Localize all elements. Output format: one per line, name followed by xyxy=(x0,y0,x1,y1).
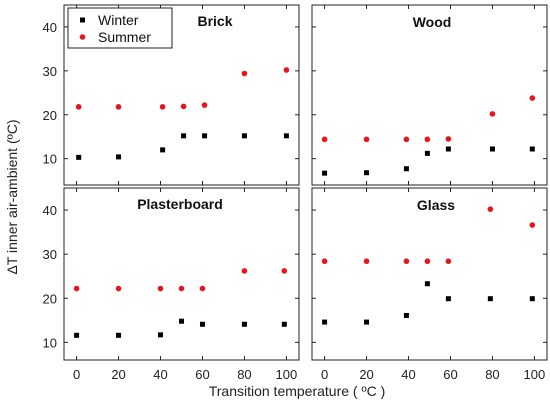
point-summer xyxy=(321,136,328,143)
y-tick-label: 40 xyxy=(43,203,57,218)
legend-label-winter: Winter xyxy=(98,12,139,28)
legend-box xyxy=(67,7,173,49)
legend-marker-winter xyxy=(80,17,85,23)
y-tick-label: 30 xyxy=(43,64,57,79)
point-summer xyxy=(363,258,370,265)
point-winter xyxy=(76,154,82,160)
point-summer xyxy=(403,136,410,143)
y-tick-label: 10 xyxy=(43,335,57,350)
panel-plasterboard: 10 20 30 40 0 20 40 60 80 100 Plasterboard xyxy=(43,187,300,382)
point-summer xyxy=(73,285,80,292)
panel-title: Wood xyxy=(413,14,452,30)
point-summer xyxy=(115,285,122,292)
point-winter xyxy=(74,332,80,338)
point-summer xyxy=(445,258,452,265)
x-tick-label: 0 xyxy=(73,367,80,382)
point-winter xyxy=(160,147,166,153)
point-summer xyxy=(529,222,536,228)
point-winter xyxy=(241,133,247,139)
point-winter xyxy=(424,150,430,156)
point-winter xyxy=(322,319,328,325)
point-summer xyxy=(321,258,328,265)
x-tick-label: 0 xyxy=(321,367,328,382)
point-summer xyxy=(241,268,248,274)
point-summer xyxy=(199,285,206,292)
point-summer xyxy=(424,136,431,143)
point-summer xyxy=(75,104,82,110)
point-winter xyxy=(116,332,122,338)
x-tick-label: 40 xyxy=(153,367,167,382)
point-summer xyxy=(445,136,452,142)
point-winter xyxy=(529,146,535,152)
point-summer xyxy=(180,103,187,110)
point-winter xyxy=(403,166,409,172)
point-winter xyxy=(241,321,247,327)
x-tick-label: 60 xyxy=(195,367,209,382)
panel-title: Plasterboard xyxy=(137,196,223,212)
point-winter xyxy=(489,146,495,152)
point-winter xyxy=(199,321,205,327)
y-tick-label: 20 xyxy=(43,291,57,306)
panel-frame xyxy=(63,187,300,361)
panel-brick: 10 20 30 40 Brick xyxy=(43,4,300,186)
y-tick-label: 10 xyxy=(43,152,57,167)
x-axis-title: Transition temperature ( ºC ) xyxy=(209,383,386,399)
panel-frame xyxy=(311,187,548,361)
panel-title: Brick xyxy=(197,13,232,29)
legend-marker-summer xyxy=(79,34,86,40)
point-winter xyxy=(202,133,208,139)
x-tick-label: 40 xyxy=(401,367,415,382)
x-tick-label: 80 xyxy=(485,367,499,382)
point-summer xyxy=(403,258,410,265)
y-tick-label: 30 xyxy=(43,247,57,262)
panel-glass: 0 20 40 60 80 100 Glass xyxy=(311,187,548,382)
point-summer xyxy=(201,102,208,108)
x-tick-label: 20 xyxy=(111,367,125,382)
point-winter xyxy=(403,312,409,318)
point-summer xyxy=(159,104,166,110)
point-winter xyxy=(181,133,187,139)
point-summer xyxy=(424,258,431,265)
point-winter xyxy=(364,170,370,176)
point-winter xyxy=(424,281,430,287)
point-winter xyxy=(281,321,287,327)
point-winter xyxy=(364,319,370,325)
y-axis-title: ΔT inner air-ambient (ºC) xyxy=(4,119,20,274)
point-summer xyxy=(281,268,288,274)
point-summer xyxy=(529,95,536,101)
y-tick-label: 40 xyxy=(43,20,57,35)
point-summer xyxy=(241,70,248,77)
point-winter xyxy=(283,133,289,139)
x-tick-label: 100 xyxy=(524,367,546,382)
x-tick-label: 60 xyxy=(443,367,457,382)
point-winter xyxy=(179,318,184,324)
point-summer xyxy=(115,104,122,110)
point-winter xyxy=(116,154,122,160)
point-summer xyxy=(489,111,496,117)
panel-frame xyxy=(311,4,548,186)
point-winter xyxy=(158,332,164,338)
point-summer xyxy=(487,206,494,212)
panel-title: Glass xyxy=(417,197,455,213)
x-tick-label: 20 xyxy=(359,367,373,382)
point-summer xyxy=(157,285,164,292)
point-summer xyxy=(363,136,370,143)
point-winter xyxy=(529,296,535,302)
panel-wood: Wood xyxy=(311,4,548,186)
point-winter xyxy=(445,296,451,302)
legend-label-summer: Summer xyxy=(98,29,151,45)
panels: 10 20 30 40 Brick Wood 10 20 30 40 0 20 40 60 80 100 Pla… xyxy=(43,4,548,382)
point-summer xyxy=(178,285,185,292)
x-tick-label: 100 xyxy=(276,367,298,382)
point-winter xyxy=(487,296,493,302)
point-winter xyxy=(322,170,328,176)
x-tick-label: 80 xyxy=(237,367,251,382)
panel-frame xyxy=(63,4,300,186)
point-winter xyxy=(445,146,451,152)
y-tick-label: 20 xyxy=(43,108,57,123)
point-summer xyxy=(283,67,290,73)
